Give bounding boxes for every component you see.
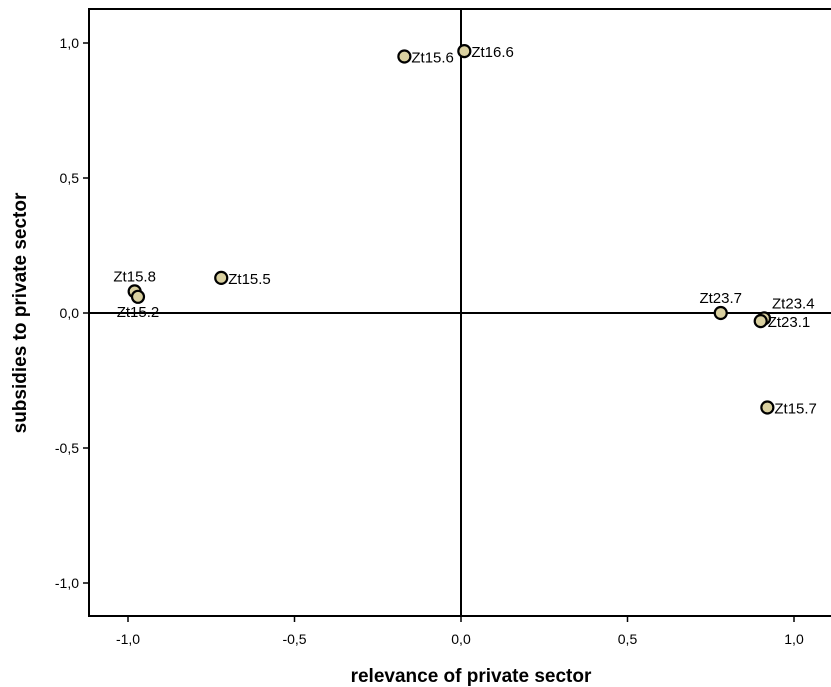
data-point [760, 400, 775, 415]
x-tick-label: 1,0 [784, 631, 804, 647]
y-tick-label: -0,5 [55, 440, 79, 456]
data-point [753, 314, 768, 329]
axis-ticks: -1,0 -0,5 0,0 0,5 1,0 -1,0 -0,5 0,0 0,5 1,0 [55, 35, 804, 647]
x-tick-label: 0,0 [451, 631, 471, 647]
x-axis-title: relevance of private sector [351, 666, 592, 687]
data-point [214, 270, 229, 285]
x-tick-label: 0,5 [618, 631, 638, 647]
data-point-label: Zt15.6 [411, 50, 454, 67]
data-point-label: Zt23.4 [772, 295, 815, 312]
x-tick-label: -0,5 [282, 631, 306, 647]
data-point-label: Zt15.2 [117, 304, 160, 321]
data-points: Zt16.6 Zt15.6 Zt15.8 Zt15.2 Zt15.5 Zt23.7 Zt23… [113, 43, 817, 418]
data-point-label: Zt15.7 [774, 401, 817, 418]
data-point-label: Zt16.6 [471, 44, 514, 61]
data-point [130, 289, 146, 304]
y-tick-label: 0,0 [60, 305, 80, 321]
y-tick-label: 0,5 [60, 170, 80, 186]
data-point-label: Zt15.8 [113, 268, 156, 285]
data-point-label: Zt23.1 [768, 314, 811, 331]
data-point-label: Zt23.7 [699, 290, 742, 307]
data-point [713, 305, 728, 321]
y-tick-label: 1,0 [60, 35, 80, 51]
y-tick-label: -1,0 [55, 575, 79, 591]
data-point [397, 49, 412, 64]
data-point-label: Zt15.5 [228, 271, 271, 288]
x-tick-label: -1,0 [116, 631, 140, 647]
y-axis-title: subsidies to private sector [10, 192, 31, 433]
data-point [457, 43, 472, 59]
